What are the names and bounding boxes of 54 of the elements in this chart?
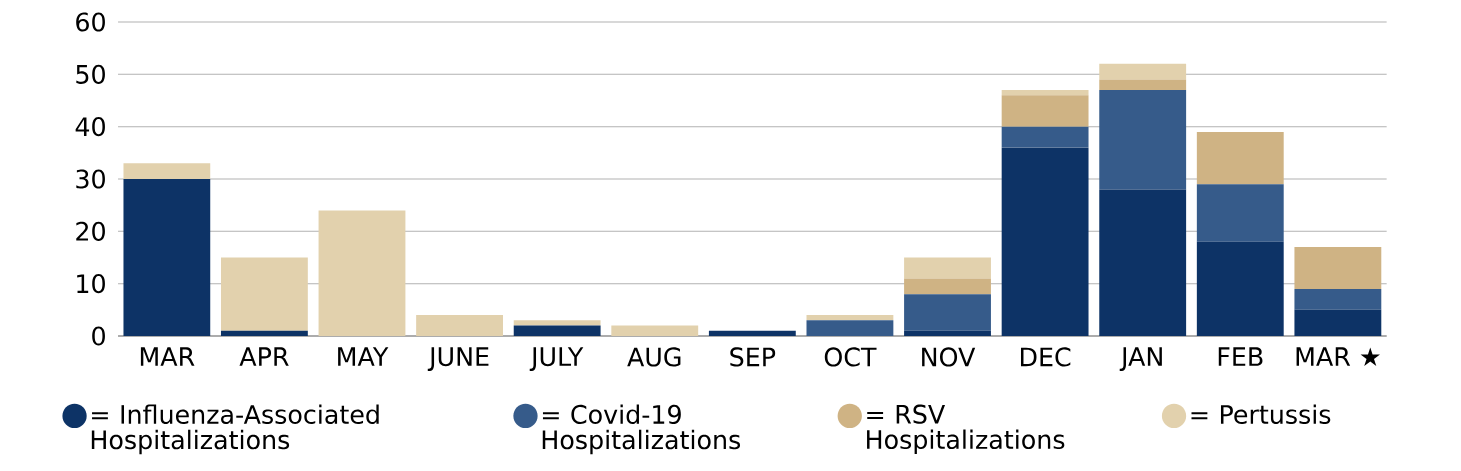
- x-tick-label: SEP: [730, 347, 776, 367]
- bar: [220, 257, 308, 331]
- bar: [513, 320, 601, 326]
- x-tick-label: DEC: [1020, 347, 1071, 367]
- bar: [1001, 90, 1089, 96]
- bar: [1001, 95, 1089, 127]
- bar: [220, 330, 308, 336]
- bar: [1099, 63, 1187, 80]
- bar: [708, 330, 796, 336]
- bar: [904, 294, 991, 331]
- bar: [904, 330, 991, 336]
- bar: [123, 179, 211, 336]
- bar: [1294, 288, 1382, 310]
- bar: [513, 325, 601, 336]
- legend-label: = Influenza-Associated Hospitalizations: [91, 404, 379, 455]
- x-tick-label: FEB: [1218, 347, 1263, 366]
- y-tick-label: 50: [76, 64, 105, 84]
- bar: [416, 315, 503, 336]
- bar: [611, 325, 699, 336]
- x-tick-label: APR: [239, 347, 289, 366]
- bar: [123, 163, 211, 179]
- bar: [806, 320, 894, 336]
- bar: [904, 257, 991, 279]
- bar: [1196, 131, 1284, 185]
- bar: [1099, 79, 1187, 91]
- x-tick-label: NOV: [922, 347, 976, 367]
- bar: [904, 278, 991, 295]
- legend-label: = RSV Hospitalizations: [867, 404, 1065, 455]
- y-tick-label: 0: [92, 326, 105, 346]
- x-tick-label: OCT: [824, 347, 877, 367]
- y-tick-label: 30: [76, 169, 105, 189]
- x-tick-label: MAR: [140, 347, 195, 366]
- y-tick-label: 10: [77, 274, 105, 294]
- x-tick-label: AUG: [627, 347, 681, 367]
- bar: [1196, 241, 1284, 336]
- bar: [1294, 247, 1382, 289]
- y-tick-label: 40: [75, 117, 105, 137]
- bar: [1001, 126, 1089, 148]
- legend-label: = Pertussis: [1191, 404, 1331, 424]
- bar: [806, 315, 894, 321]
- bar: [1196, 184, 1284, 242]
- y-tick-label: 20: [76, 221, 105, 241]
- x-tick-label: MAR ★: [1296, 347, 1380, 366]
- legend-label: = Covid-19 Hospitalizations: [542, 404, 741, 455]
- x-tick-label: MAY: [338, 347, 389, 366]
- bar: [1099, 90, 1187, 190]
- x-tick-label: JULY: [529, 347, 584, 371]
- x-tick-label: JUNE: [427, 347, 489, 371]
- x-tick-label: JAN: [1119, 347, 1162, 371]
- y-tick-label: 60: [76, 12, 105, 32]
- bar: [1001, 147, 1089, 336]
- bar: [1099, 189, 1187, 336]
- bar: [318, 210, 406, 336]
- bar: [1294, 309, 1382, 336]
